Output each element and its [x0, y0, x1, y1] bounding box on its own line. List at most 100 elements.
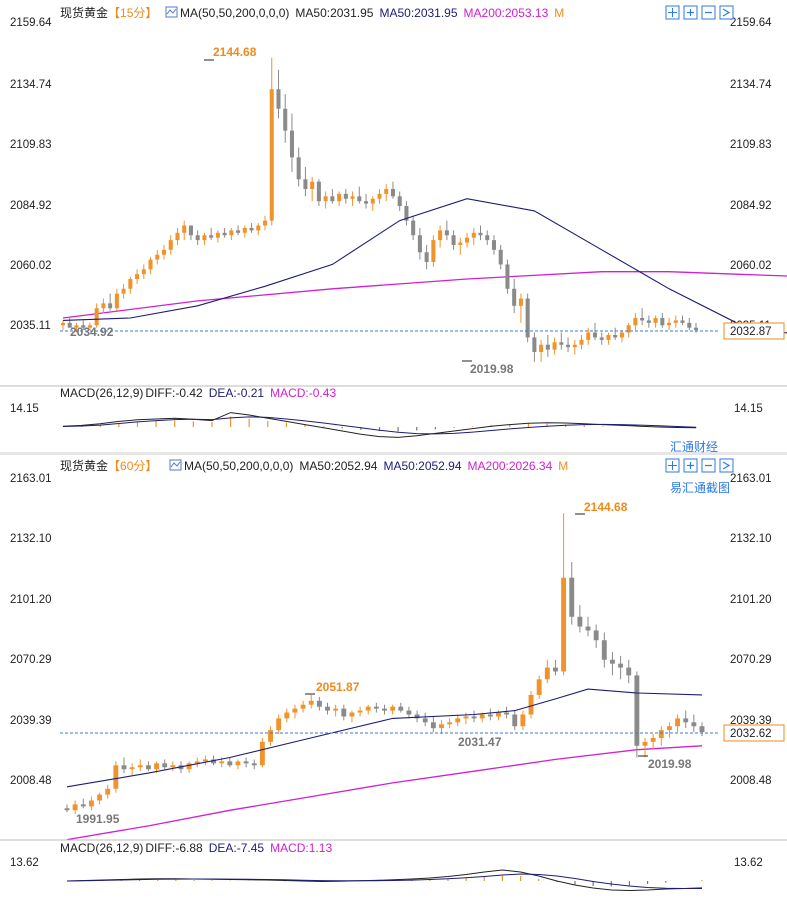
- candle-up: [263, 220, 268, 226]
- panel-header: 现货黄金【15分】: [60, 5, 157, 20]
- ma200-line: [62, 271, 787, 319]
- candle-up: [97, 794, 103, 801]
- panel-header: 现货黄金【60分】: [60, 458, 157, 473]
- zoom-in-icon-p2[interactable]: [683, 458, 698, 473]
- toolbar-button-frame[interactable]: [719, 458, 734, 473]
- candle-up: [520, 714, 526, 727]
- macd-dea-line: [66, 873, 702, 889]
- y-tick-left: 2008.48: [10, 775, 52, 787]
- candle-up: [463, 716, 469, 719]
- candle-down: [566, 344, 571, 348]
- candle-down: [398, 706, 404, 711]
- candle-up: [650, 737, 656, 742]
- period-label: 【15分】: [108, 6, 157, 20]
- candle-up: [333, 708, 339, 711]
- candle-up: [619, 332, 624, 338]
- macd-params: MACD(26,12,9): [60, 386, 143, 400]
- candle-up: [642, 741, 648, 746]
- candle-up: [186, 763, 192, 770]
- candle-down: [553, 667, 558, 672]
- settings-icon-p2[interactable]: [719, 458, 734, 473]
- candle-up: [72, 804, 78, 811]
- watermark-line2: 易汇通截图: [670, 481, 730, 495]
- instrument-name: 现货黄金: [60, 5, 108, 20]
- candle-down: [373, 706, 379, 709]
- candle-down: [276, 89, 281, 109]
- candle-down: [397, 196, 402, 207]
- y-tick-right: 2039.39: [730, 715, 772, 727]
- candle-down: [504, 712, 510, 715]
- candle-up: [141, 269, 146, 275]
- candle-up: [458, 242, 463, 245]
- y-tick-left: 2159.64: [10, 17, 52, 29]
- zoom-out-icon-p2[interactable]: [701, 458, 716, 473]
- candle-down: [532, 337, 537, 353]
- candle-up: [626, 325, 631, 333]
- candle-up: [572, 344, 577, 348]
- candle-down: [545, 344, 550, 350]
- candle-up: [113, 765, 119, 789]
- candle-down: [406, 710, 412, 715]
- y-tick-right: 2070.29: [730, 654, 772, 666]
- macd-axis-left: 14.15: [10, 403, 39, 415]
- candle-down: [646, 320, 651, 323]
- candle-down: [592, 332, 598, 338]
- y-tick-right: 2134.74: [730, 79, 772, 91]
- high-annotation: 2144.68: [584, 500, 628, 514]
- candle-down: [487, 714, 493, 717]
- candle-down: [227, 761, 233, 766]
- indicator-icon-line: [170, 461, 181, 468]
- arrow-glyph: [722, 8, 731, 17]
- zoom-out-icon-p1[interactable]: [701, 5, 716, 20]
- candle-up: [114, 293, 119, 309]
- watermark-line1: 汇通财经: [670, 440, 718, 454]
- candle-up: [536, 679, 542, 695]
- candle-down: [687, 322, 692, 328]
- candle-up: [128, 279, 133, 289]
- y-tick-right: 2008.48: [730, 775, 772, 787]
- candle-up: [129, 767, 135, 770]
- candle-up: [447, 722, 453, 725]
- price-panel-2: 现货黄金【60分】 MA(50,50,200,0,0,0) MA50:2052.94…: [0, 458, 787, 892]
- m-flag: M: [558, 459, 568, 473]
- arrow-glyph: [722, 461, 731, 470]
- crosshair-icon-p1[interactable]: [665, 5, 680, 20]
- candle-down: [559, 342, 564, 345]
- macd-axis-right: 13.62: [734, 857, 763, 869]
- candle-up: [337, 193, 342, 202]
- candle-up: [455, 718, 461, 723]
- zoom-in-icon-p1[interactable]: [683, 5, 698, 20]
- current-price-value: 2032.87: [730, 326, 772, 338]
- candle-up: [175, 232, 180, 241]
- candle-down: [251, 763, 257, 766]
- crosshair-icon-p2[interactable]: [665, 458, 680, 473]
- candle-down: [593, 630, 599, 641]
- candle-down: [364, 201, 369, 204]
- candle-down: [108, 303, 113, 309]
- candle-up: [269, 89, 274, 221]
- candle-up: [390, 706, 396, 711]
- candle-down: [64, 808, 70, 811]
- candle-down: [601, 640, 607, 660]
- ma-legend: MA(50,50,200,0,0,0) MA50:2052.94 MA50:2052…: [184, 459, 568, 473]
- candle-up: [528, 694, 534, 715]
- y-tick-left: 2035.11: [10, 320, 51, 332]
- candle-down: [451, 235, 456, 245]
- candle-down: [599, 337, 604, 340]
- candle-up: [438, 230, 443, 241]
- toolbar-button-frame[interactable]: [719, 5, 734, 20]
- candle-up: [349, 712, 355, 717]
- ma50-line: [62, 198, 787, 334]
- candle-down: [699, 726, 705, 733]
- candle-up: [105, 788, 111, 795]
- candle-up: [155, 254, 160, 260]
- macd-diff: DIFF:-6.88: [145, 841, 203, 855]
- candle-down: [640, 317, 645, 321]
- settings-icon-p1[interactable]: [719, 5, 734, 20]
- candle-down: [211, 759, 216, 764]
- candle-up: [658, 730, 664, 738]
- candle-down: [188, 225, 193, 236]
- candle-down: [325, 706, 330, 711]
- candle-down: [577, 616, 583, 627]
